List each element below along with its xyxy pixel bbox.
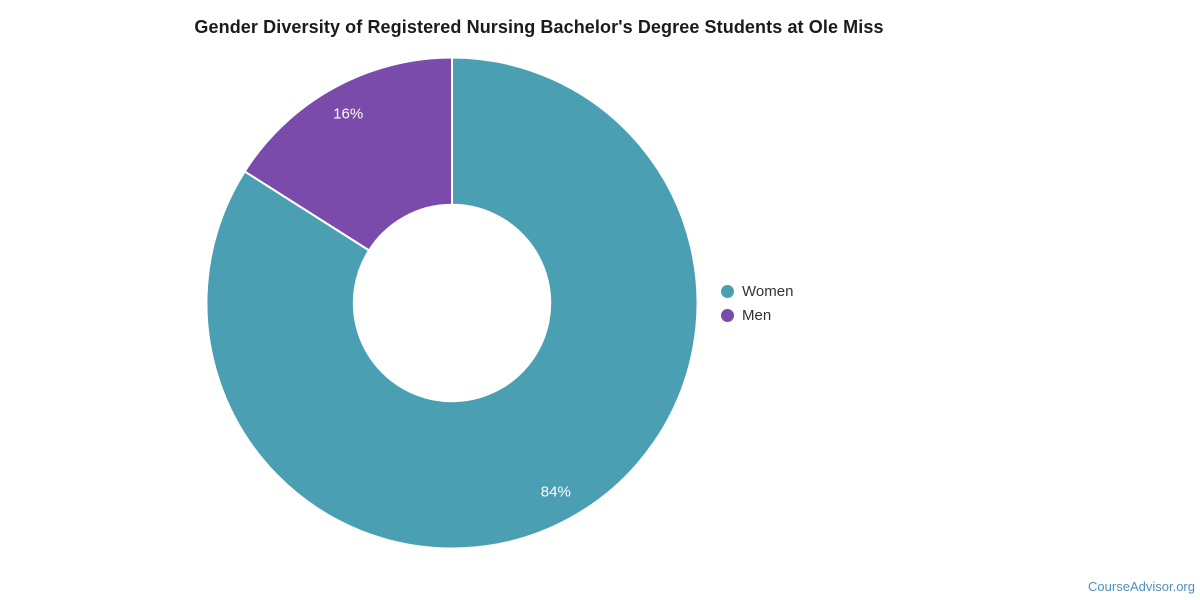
legend-item-men[interactable]: Men xyxy=(721,303,793,327)
watermark-link[interactable]: CourseAdvisor.org xyxy=(1088,579,1195,594)
legend-label-men: Men xyxy=(742,306,772,324)
slice-label-women: 84% xyxy=(541,483,571,500)
legend-item-women[interactable]: Women xyxy=(721,279,793,303)
chart-title: Gender Diversity of Registered Nursing B… xyxy=(194,17,884,37)
legend-marker-women-icon xyxy=(721,284,734,298)
pie-slice-women[interactable] xyxy=(205,56,699,550)
legend-marker-men-icon xyxy=(721,308,734,322)
pie-slice-men[interactable] xyxy=(243,56,453,252)
slice-label-men: 16% xyxy=(333,106,363,123)
legend-label-women: Women xyxy=(742,282,794,300)
legend: Women Men xyxy=(721,279,793,327)
